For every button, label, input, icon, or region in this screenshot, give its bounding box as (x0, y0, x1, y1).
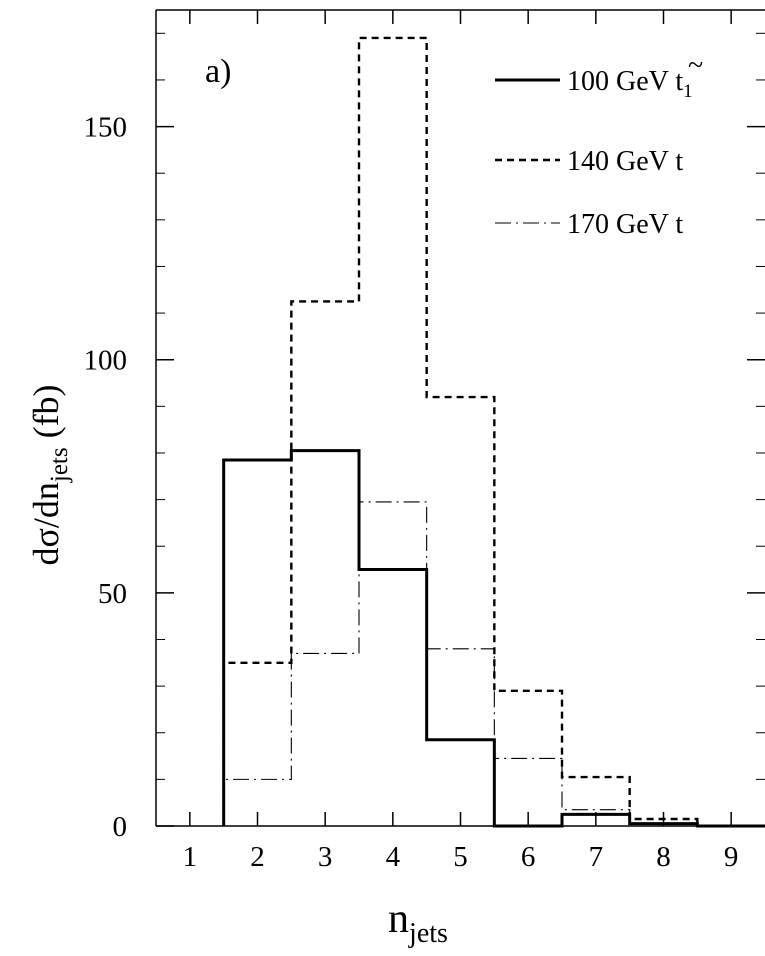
x-tick-label: 3 (318, 841, 333, 873)
x-tick-label: 1 (183, 841, 198, 873)
x-tick-label: 6 (521, 841, 536, 873)
x-axis-label: njets (388, 896, 448, 949)
legend-label: 170 GeV t (567, 209, 683, 240)
series-line-dashdot (223, 501, 765, 827)
y-tick-label: 0 (113, 811, 128, 843)
series-layer (222, 36, 765, 828)
panel-label: a) (205, 53, 231, 90)
x-tick-label: 9 (724, 841, 739, 873)
y-axis-label-pre: dσ/dn (26, 482, 66, 565)
legend-tilde: ~ (688, 50, 703, 81)
x-tick-label: 8 (656, 841, 671, 873)
series-line-dashed (222, 36, 765, 828)
minor-ticks (156, 32, 765, 780)
y-tick-labels: 0 50 100 150 (84, 112, 128, 843)
x-tick-label: 5 (453, 841, 468, 873)
x-tick-label: 7 (589, 841, 604, 873)
x-tick-labels: 1 2 3 4 5 6 7 8 9 (183, 841, 739, 873)
y-axis-label-sub: jets (46, 447, 73, 483)
y-tick-label: 50 (98, 578, 127, 610)
legend: 100 GeV t1~140 GeV t 170 GeV t (495, 50, 703, 240)
x-tick-label: 4 (386, 841, 401, 873)
major-ticks (156, 10, 765, 827)
y-tick-label: 150 (84, 112, 128, 144)
legend-label: 140 GeV t (567, 146, 683, 177)
x-axis-label-main: n (388, 896, 409, 942)
x-tick-label: 2 (250, 841, 265, 873)
y-tick-label: 100 (84, 345, 128, 377)
y-axis-label: dσ/dnjets (fb) (26, 384, 73, 565)
legend-label: 100 GeV t1 (567, 66, 693, 102)
x-axis-label-sub: jets (408, 918, 448, 949)
plot-frame (155, 9, 765, 827)
y-axis-label-post: (fb) (26, 384, 66, 447)
